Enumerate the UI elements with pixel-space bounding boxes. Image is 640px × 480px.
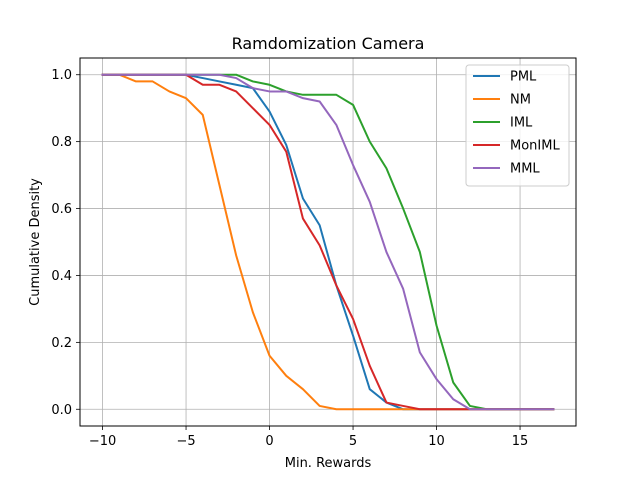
plot-frame (79, 57, 577, 427)
y-tick-label: 0.0 (51, 403, 72, 418)
x-tick-label: 10 (428, 434, 445, 449)
chart-title: Ramdomization Camera (232, 34, 425, 53)
series-lines (101, 73, 555, 411)
y-tick-label: 0.8 (51, 135, 72, 150)
legend-box (465, 64, 570, 187)
x-tick-label: 0 (265, 434, 273, 449)
y-tick-label: 0.6 (51, 202, 72, 217)
x-tick-label: 5 (349, 434, 357, 449)
y-axis-label: Cumulative Density (28, 178, 43, 306)
x-tick-label: 15 (512, 434, 529, 449)
legend: PML NM IML MonIML MML (465, 64, 570, 187)
x-axis-ticks: −10 −5 0 5 10 15 (89, 426, 529, 449)
legend-label-mml: MML (510, 162, 540, 177)
legend-label-nm: NM (510, 93, 531, 108)
x-tick-label: −10 (89, 434, 116, 449)
legend-label-pml: PML (510, 70, 537, 85)
x-axis-label: Min. Rewards (285, 456, 372, 471)
y-axis-ticks: 0.0 0.2 0.4 0.6 0.8 1.0 (51, 68, 80, 418)
series-line-mml (101, 73, 555, 411)
x-tick-label: −5 (176, 434, 195, 449)
legend-label-iml: IML (510, 116, 533, 131)
y-tick-label: 1.0 (51, 68, 72, 83)
legend-label-moniml: MonIML (510, 139, 560, 154)
y-tick-label: 0.2 (51, 336, 72, 351)
y-tick-label: 0.4 (51, 269, 72, 284)
